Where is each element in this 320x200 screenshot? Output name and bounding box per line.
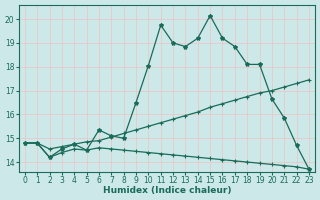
X-axis label: Humidex (Indice chaleur): Humidex (Indice chaleur) bbox=[103, 186, 231, 195]
